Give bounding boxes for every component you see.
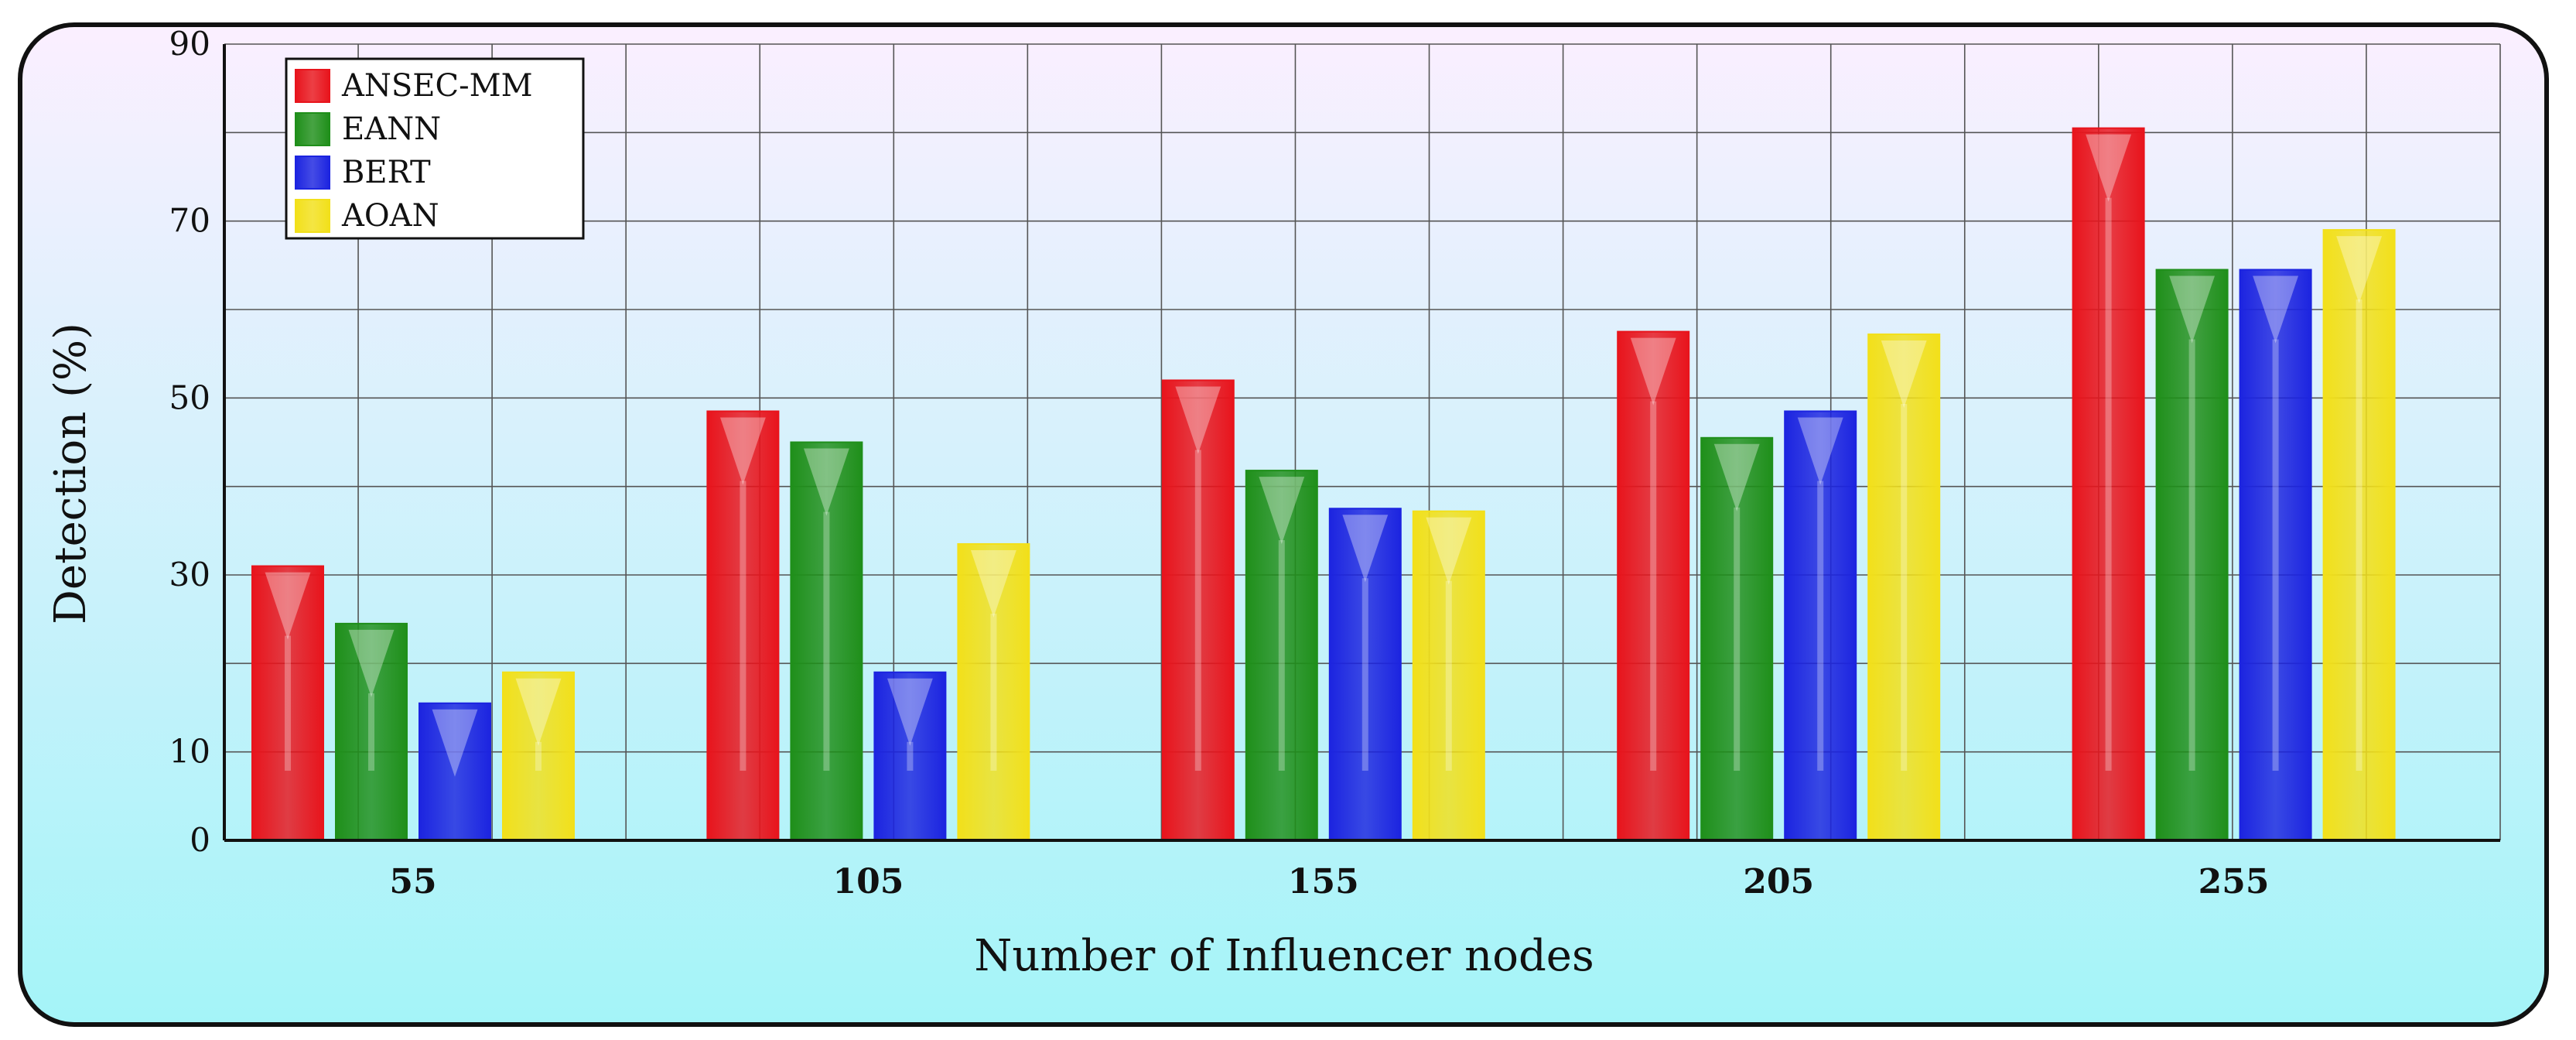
- x-tick-label: 155: [1288, 862, 1359, 901]
- bar-aoan: [2322, 229, 2396, 842]
- bars: [251, 127, 2396, 842]
- bar-eann: [1700, 436, 1774, 841]
- bar-bert: [419, 702, 491, 841]
- bar-shine: [368, 693, 374, 771]
- legend-swatch: [295, 156, 330, 190]
- bar-shine: [2188, 339, 2195, 771]
- bar-shine: [2105, 197, 2112, 771]
- bar-shine: [907, 741, 914, 771]
- x-axis-title: Number of Influencer nodes: [974, 931, 1594, 981]
- y-tick-label: 10: [169, 733, 210, 771]
- bar-shine: [535, 741, 542, 771]
- bar-shine: [2272, 339, 2279, 771]
- bar-shine: [823, 511, 830, 771]
- bar-bert: [873, 671, 947, 841]
- bar-highlight: [970, 549, 1016, 618]
- y-tick-label: 0: [190, 821, 210, 859]
- bar-aoan: [1867, 334, 1941, 842]
- y-tick-label: 50: [169, 378, 210, 416]
- bar-highlight: [1426, 517, 1472, 585]
- bar-highlight: [2169, 275, 2216, 344]
- bar-shine: [1817, 481, 1824, 771]
- bar-eann: [1245, 470, 1318, 841]
- legend-label: EANN: [342, 111, 441, 147]
- bar-highlight: [1342, 515, 1389, 583]
- bar-highlight: [1175, 386, 1221, 454]
- legend-label: ANSEC-MM: [341, 68, 533, 104]
- bar-bert: [1784, 410, 1857, 841]
- legend-swatch: [295, 112, 330, 146]
- bar-highlight: [515, 678, 562, 746]
- y-tick-label: 70: [169, 202, 210, 240]
- bar-highlight: [2086, 134, 2132, 202]
- bar-highlight: [2253, 275, 2299, 344]
- bar-highlight: [887, 678, 933, 746]
- legend-swatch: [295, 199, 330, 233]
- bar-highlight: [1797, 417, 1843, 485]
- bar-aoan: [502, 671, 575, 841]
- bar-shine: [1734, 507, 1741, 771]
- y-tick-label: 90: [169, 25, 210, 63]
- bar-shine: [1650, 401, 1657, 771]
- bar-highlight: [265, 572, 311, 640]
- legend-swatch: [295, 69, 330, 103]
- bar-shine: [990, 613, 997, 771]
- bar-shine: [2356, 299, 2362, 771]
- bar-aoan: [1412, 510, 1485, 841]
- bar-highlight: [2336, 236, 2383, 304]
- bar-highlight: [432, 709, 478, 777]
- bar-shine: [740, 481, 746, 771]
- bar-highlight: [1881, 340, 1927, 409]
- axes: 0 10 30 50 70 90 55 105 155 205 255: [169, 25, 2500, 901]
- bar-eann: [790, 441, 863, 841]
- bar-eann: [2155, 269, 2229, 841]
- bar-bert: [2239, 269, 2312, 841]
- legend-box: [285, 57, 585, 240]
- bar-highlight: [1259, 477, 1305, 545]
- bar-highlight: [803, 448, 849, 516]
- y-tick-label: 30: [169, 556, 210, 594]
- bar-bert: [1328, 508, 1402, 841]
- bar-highlight: [719, 417, 766, 485]
- bar-shine: [1361, 578, 1368, 771]
- bar-highlight: [1630, 337, 1676, 405]
- bar-highlight: [1713, 443, 1760, 511]
- x-tick-label: 205: [1743, 862, 1814, 901]
- bar-ansec-mm: [1161, 379, 1235, 841]
- bar-shine: [1901, 404, 1908, 771]
- legend-label: AOAN: [341, 198, 439, 234]
- legend: ANSEC-MM EANN BERT AOAN: [285, 57, 585, 240]
- bar-ansec-mm: [251, 565, 324, 841]
- bar-highlight: [348, 629, 395, 697]
- x-tick-label: 255: [2198, 862, 2270, 901]
- bar-ansec-mm: [706, 410, 780, 841]
- x-tick-label: 55: [389, 862, 436, 901]
- x-tick-label: 105: [832, 862, 904, 901]
- legend-label: BERT: [342, 155, 431, 190]
- bar-shine: [1278, 540, 1285, 771]
- bar-shine: [285, 635, 291, 771]
- bar-ansec-mm: [2072, 127, 2145, 842]
- bar-shine: [1445, 580, 1452, 771]
- y-axis-title: Detection (%): [46, 323, 96, 624]
- bar-shine: [1194, 450, 1201, 771]
